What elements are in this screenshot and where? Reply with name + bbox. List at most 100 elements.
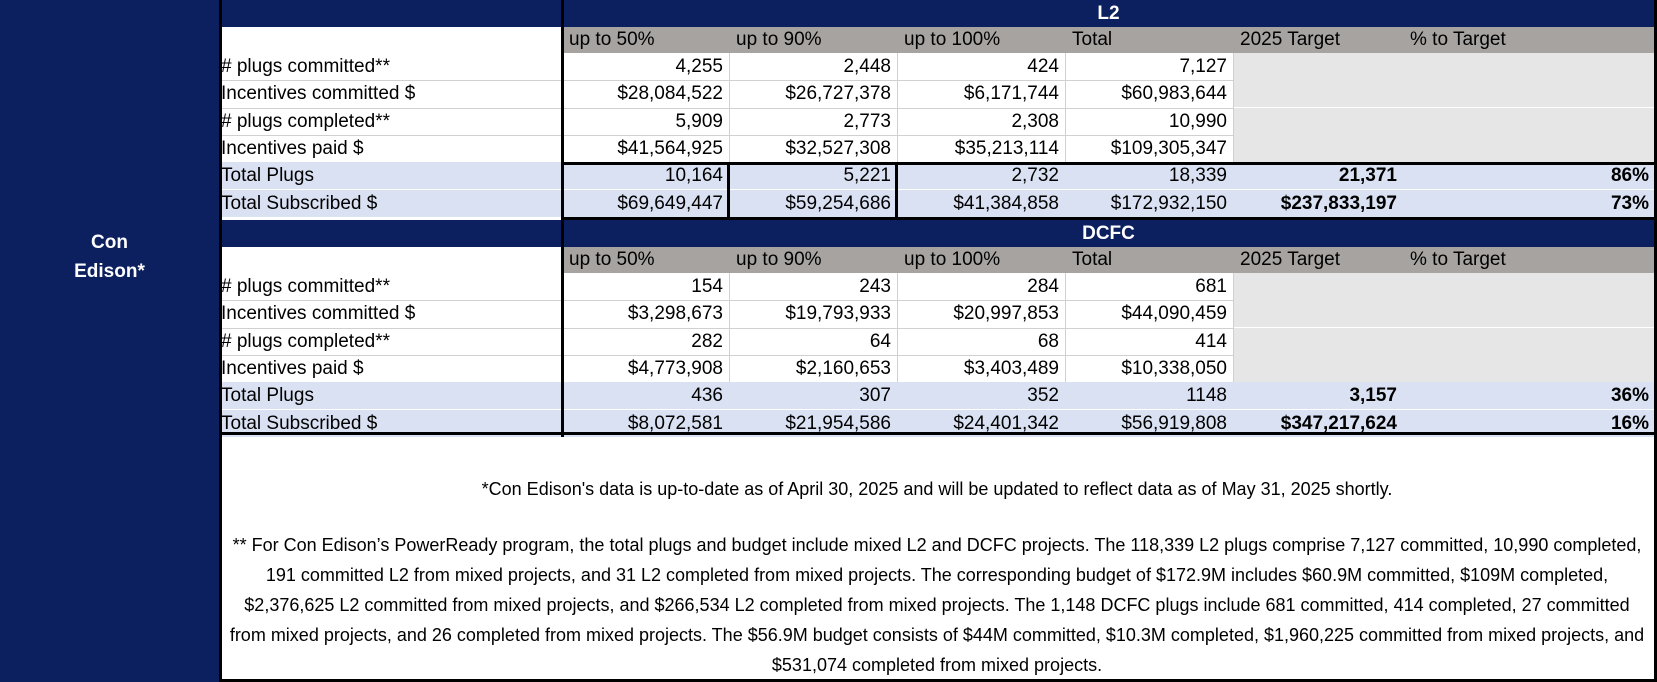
cell-v100: 68 — [897, 327, 1065, 355]
cell-pct — [1403, 134, 1655, 162]
cell-pct — [1403, 327, 1655, 355]
cell-target — [1233, 354, 1403, 382]
cell-pct — [1403, 80, 1655, 108]
l2-title: L2 — [562, 0, 1655, 27]
table-row: # plugs completed** 5,909 2,773 2,308 10,990 — [219, 107, 1655, 135]
table-row: Incentives paid $ $41,564,925 $32,527,308 $… — [219, 134, 1655, 162]
row-label: # plugs committed** — [219, 273, 562, 300]
cell-v50: 4,255 — [562, 53, 729, 80]
cell-v90: 307 — [729, 382, 897, 410]
utility-label-panel: Con Edison* — [0, 0, 219, 682]
cell-v90: $26,727,378 — [729, 80, 897, 108]
cell-v100: 2,732 — [897, 162, 1065, 190]
cell-v50: $69,649,447 — [562, 189, 729, 217]
cell-v50: $4,773,908 — [562, 354, 729, 382]
cell-v50: $41,564,925 — [562, 134, 729, 162]
row-label: # plugs completed** — [219, 107, 562, 135]
cell-pct: 36% — [1403, 382, 1655, 410]
cell-total: 414 — [1065, 327, 1233, 355]
row-label: Incentives paid $ — [219, 134, 562, 162]
cell-v50: 436 — [562, 382, 729, 410]
dcfc-header-target: 2025 Target — [1240, 249, 1341, 270]
cell-pct — [1403, 354, 1655, 382]
cell-total: 10,990 — [1065, 107, 1233, 135]
cell-total: 7,127 — [1065, 53, 1233, 80]
l2-header-total: Total — [1072, 29, 1113, 50]
cell-target — [1233, 80, 1403, 108]
footnote-powerready: ** For Con Edison’s PowerReady program, … — [229, 535, 1645, 675]
cell-pct: 73% — [1403, 189, 1655, 217]
utility-name: Con Edison* — [0, 228, 219, 286]
cell-total: $109,305,347 — [1065, 134, 1233, 162]
data-table: L2 up to 50% up to 90% up to 100% Total 2025 … — [219, 0, 1657, 682]
l2-total-row: Total Plugs 10,164 5,221 2,732 18,339 21,371 8… — [219, 162, 1655, 190]
utility-name-line2: Edison* — [74, 261, 145, 282]
cell-v100: 352 — [897, 382, 1065, 410]
cell-v100: $20,997,853 — [897, 300, 1065, 328]
l2-header-v50: up to 50% — [569, 29, 655, 50]
cell-target — [1233, 53, 1403, 80]
cell-v90: $59,254,686 — [729, 189, 897, 217]
l2-header-target: 2025 Target — [1240, 29, 1341, 50]
row-label: # plugs committed** — [219, 53, 562, 80]
dcfc-header-v90: up to 90% — [736, 249, 822, 270]
table-row: # plugs committed** 154 243 284 681 — [219, 273, 1655, 300]
dcfc-header-v100: up to 100% — [904, 249, 1001, 270]
cell-v50: 10,164 — [562, 162, 729, 190]
l2-title-row: L2 — [219, 0, 1655, 27]
utility-name-line1: Con — [91, 232, 128, 253]
cell-target: 3,157 — [1233, 382, 1403, 410]
cell-v90: $2,160,653 — [729, 354, 897, 382]
row-label: Incentives committed $ — [219, 300, 562, 328]
cell-total: $44,090,459 — [1065, 300, 1233, 328]
dcfc-column-header-row: up to 50% up to 90% up to 100% Total 2025 Ta… — [219, 247, 1655, 273]
cell-v50: $3,298,673 — [562, 300, 729, 328]
cell-v90: 243 — [729, 273, 897, 300]
cell-total: 18,339 — [1065, 162, 1233, 190]
cell-total: 681 — [1065, 273, 1233, 300]
dcfc-header-total: Total — [1072, 249, 1113, 270]
cell-v100: $41,384,858 — [897, 189, 1065, 217]
cell-v90: $19,793,933 — [729, 300, 897, 328]
row-label: Total Subscribed $ — [219, 189, 562, 217]
cell-v50: 5,909 — [562, 107, 729, 135]
dcfc-total-row: Total Plugs 436 307 352 1148 3,157 36% — [219, 382, 1655, 410]
cell-pct: 86% — [1403, 162, 1655, 190]
cell-v90: $32,527,308 — [729, 134, 897, 162]
row-label: Incentives committed $ — [219, 80, 562, 108]
cell-v90: 2,773 — [729, 107, 897, 135]
cell-total: $60,983,644 — [1065, 80, 1233, 108]
cell-v50: 282 — [562, 327, 729, 355]
cell-target — [1233, 273, 1403, 300]
table-row: Incentives paid $ $4,773,908 $2,160,653 $3,… — [219, 354, 1655, 382]
dcfc-title: DCFC — [562, 220, 1655, 247]
cell-total: 1148 — [1065, 382, 1233, 410]
cell-v100: 424 — [897, 53, 1065, 80]
table-row: Incentives committed $ $3,298,673 $19,793,… — [219, 300, 1655, 328]
cell-pct — [1403, 300, 1655, 328]
cell-total: $10,338,050 — [1065, 354, 1233, 382]
l2-header-v100: up to 100% — [904, 29, 1001, 50]
cell-v90: 64 — [729, 327, 897, 355]
table-row: Incentives committed $ $28,084,522 $26,727… — [219, 80, 1655, 108]
dcfc-title-row: DCFC — [219, 220, 1655, 247]
cell-target — [1233, 300, 1403, 328]
row-label: Total Plugs — [219, 382, 562, 410]
cell-v100: 2,308 — [897, 107, 1065, 135]
cell-v100: $3,403,489 — [897, 354, 1065, 382]
l2-header-v90: up to 90% — [736, 29, 822, 50]
l2-total-row: Total Subscribed $ $69,649,447 $59,254,686… — [219, 189, 1655, 217]
table-row: # plugs completed** 282 64 68 414 — [219, 327, 1655, 355]
cell-pct — [1403, 273, 1655, 300]
cell-total: $172,932,150 — [1065, 189, 1233, 217]
cell-pct — [1403, 107, 1655, 135]
cell-target: $237,833,197 — [1233, 189, 1403, 217]
dcfc-header-v50: up to 50% — [569, 249, 655, 270]
cell-target — [1233, 134, 1403, 162]
cell-v50: 154 — [562, 273, 729, 300]
cell-v100: 284 — [897, 273, 1065, 300]
cell-target — [1233, 327, 1403, 355]
dcfc-header-pct: % to Target — [1410, 249, 1506, 270]
row-label: Total Plugs — [219, 162, 562, 190]
cell-v100: $6,171,744 — [897, 80, 1065, 108]
